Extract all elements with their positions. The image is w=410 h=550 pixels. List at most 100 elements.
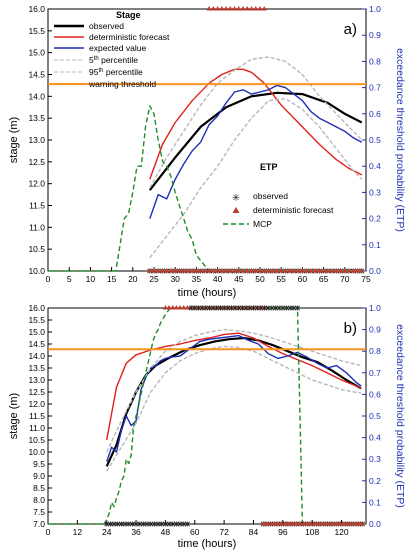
panel-a-forecast-triangle-marker: [155, 268, 161, 273]
panel-b-forecast-triangle-marker: [304, 521, 310, 526]
panel-b-ytick-label: 10.5: [28, 435, 45, 445]
legend-p95-label: 95th percentile: [89, 67, 143, 77]
panel-a-forecast-triangle-marker: [232, 6, 238, 11]
panel-b-observed-asterisk-marker: [247, 305, 253, 311]
panel-b-ytick-label: 16.0: [28, 303, 45, 313]
panel-a-forecast-triangle-marker: [249, 6, 255, 11]
panel-a-forecast-triangle-marker: [253, 268, 259, 273]
legend-deterministic-label: deterministic forecast: [89, 32, 170, 42]
panel-a-forecast-triangle-marker: [240, 268, 246, 273]
panel-a-ytick-label: 11.0: [29, 222, 45, 232]
panel-a-ytick-label: 14.5: [28, 70, 45, 80]
panel-a-frame: [47, 8, 367, 272]
panel-a-etp-legend: ETP ✳ observed deterministic forecast MC…: [223, 162, 334, 229]
panel-b-xtick-label: 36: [131, 527, 141, 537]
panel-b-xtick-label: 96: [278, 527, 288, 537]
legend-p5-label: 5th percentile: [89, 55, 138, 65]
panel-b-y2tick-label: 0.4: [369, 433, 381, 443]
panel-a-forecast-triangle-marker: [223, 6, 229, 11]
panel-b-y2tick-label: 0.1: [369, 497, 381, 507]
panel-b-forecast-triangle-marker: [348, 521, 354, 526]
legend-etp-forecast-label: deterministic forecast: [253, 205, 334, 215]
panel-b-observed-asterisk-marker: [295, 305, 300, 311]
panel-b-observed-asterisk-marker: [151, 521, 157, 527]
panel-a-forecast-triangle-marker: [329, 268, 335, 273]
panel-a-ytick-label: 14.0: [28, 91, 45, 101]
panel-b-series-mcp: [48, 307, 366, 525]
panel-a-y2tick-label: 0.2: [369, 214, 381, 224]
panel-a-forecast-triangle-marker: [270, 268, 276, 273]
panel-a-forecast-triangle-marker: [206, 6, 212, 11]
panel-b-observed-asterisk-marker: [192, 305, 198, 311]
panel-b-forecast-triangle-marker: [359, 521, 365, 526]
panel-b-xlabel: time (hours): [178, 538, 237, 550]
panel-a-forecast-triangle-marker: [338, 268, 344, 273]
panel-a-y2tick-label: 0.7: [369, 83, 381, 93]
panel-b-forecast-triangle-marker: [297, 521, 303, 526]
panel-b-ytick-label: 11.5: [29, 411, 45, 421]
panel-b-forecast-triangle-marker: [177, 305, 183, 310]
panel-b-series-expected-value: [106, 334, 362, 462]
panel-b-xtick-label: 24: [102, 527, 112, 537]
panel-a-forecast-triangle-marker: [236, 268, 242, 273]
panel-a-forecast-triangle-marker: [257, 6, 263, 11]
panel-b-observed-asterisk-marker: [221, 305, 227, 311]
panel-b-forecast-triangle-marker: [290, 521, 296, 526]
panel-b-observed-asterisk-marker: [181, 521, 187, 527]
panel-b-observed-asterisk-marker: [236, 305, 242, 311]
panel-b-y2tick-label: 0.7: [369, 368, 381, 378]
panel-a-y2tick-label: 0.1: [369, 240, 381, 250]
panel-a-ytick-label: 12.5: [28, 157, 45, 167]
panel-b-observed-asterisk-marker: [129, 521, 135, 527]
panel-a-forecast-triangle-marker: [291, 268, 297, 273]
panel-b-y2tick-label: 0.0: [369, 519, 381, 529]
panel-b-observed-asterisk-marker: [214, 305, 220, 311]
panel-a-xtick-label: 75: [361, 274, 371, 284]
panel-b-forecast-triangle-marker: [345, 521, 351, 526]
panel-a-forecast-triangle-marker: [325, 268, 331, 273]
panel-a-y2tick-label: 0.0: [369, 266, 381, 276]
legend-expected-label: expected value: [89, 43, 146, 53]
panel-a-xtick-label: 70: [340, 274, 350, 284]
panel-b-y2tick-label: 0.6: [369, 389, 381, 399]
panel-a-forecast-triangle-marker: [210, 6, 216, 11]
panel-b-y2tick-label: 0.3: [369, 454, 381, 464]
panel-b-y2tick-label: 0.8: [369, 346, 381, 356]
panel-a-ylabel: stage (m): [8, 117, 20, 163]
legend-warning-label: warning threshold: [88, 79, 156, 89]
panel-a-series-observed: [148, 91, 363, 191]
panel-a-forecast-triangle-marker: [321, 268, 327, 273]
panel-a-forecast-triangle-marker: [350, 268, 356, 273]
panel-b-ytick-label: 9.5: [33, 459, 45, 469]
panel-b-observed-asterisk-marker: [195, 305, 201, 311]
panel-a-forecast-triangle-marker: [274, 268, 280, 273]
panel-b-forecast-triangle-marker: [170, 305, 176, 310]
panel-b-observed-asterisk-marker: [232, 305, 238, 311]
panel-b-forecast-triangle-marker: [286, 521, 292, 526]
panel-a-series-deterministic-forecast: [149, 68, 363, 180]
panel-b-series-deterministic-forecast: [106, 332, 362, 441]
panel-b-xtick-label: 12: [73, 527, 83, 537]
panel-a-forecast-triangle-marker: [151, 268, 157, 273]
panel-b-xtick-label: 0: [46, 527, 51, 537]
panel-a-forecast-triangle-marker: [181, 268, 187, 273]
panel-b-forecast-triangle-marker: [181, 305, 187, 310]
panel-b-forecast-triangle-marker: [334, 521, 340, 526]
panel-a-y2tick-label: 0.9: [369, 30, 381, 40]
panel-a-xtick-label: 25: [149, 274, 159, 284]
panel-b-observed-asterisk-marker: [228, 305, 234, 311]
legend-etp-title: ETP: [260, 162, 278, 172]
panel-b-ytick-label: 7.0: [33, 519, 45, 529]
panel-a-stage-legend: Stage observed deterministic forecast ex…: [54, 10, 170, 89]
panel-b-ytick-label: 10.0: [28, 447, 45, 457]
panel-b-observed-asterisk-marker: [188, 305, 194, 311]
panel-a-forecast-triangle-marker: [333, 268, 339, 273]
panel-a-label: a): [344, 21, 357, 38]
legend-etp-observed-label: observed: [253, 191, 288, 201]
panel-b-forecast-triangle-marker: [271, 521, 277, 526]
panel-b-y2tick-label: 1.0: [369, 303, 381, 313]
panel-a-forecast-triangle-marker: [232, 268, 238, 273]
panel-b-observed-asterisk-marker: [217, 305, 223, 311]
panel-b-observed-asterisk-marker: [111, 521, 117, 527]
